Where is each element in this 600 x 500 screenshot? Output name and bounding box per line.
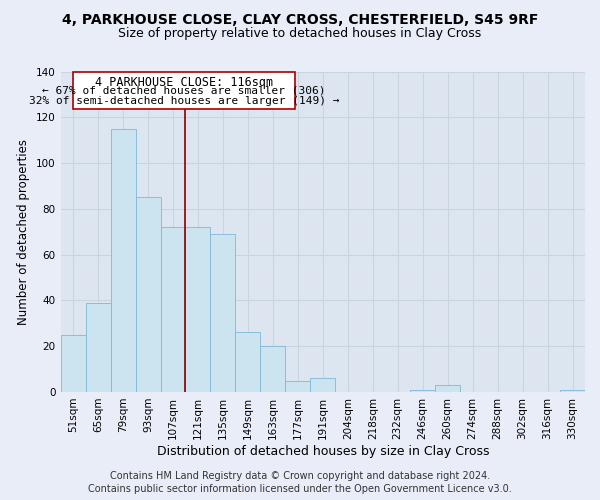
Text: ← 67% of detached houses are smaller (306): ← 67% of detached houses are smaller (30…: [43, 86, 326, 96]
Bar: [136, 198, 161, 392]
Bar: [161, 227, 185, 392]
X-axis label: Distribution of detached houses by size in Clay Cross: Distribution of detached houses by size …: [157, 444, 489, 458]
Bar: [560, 390, 585, 392]
Text: Size of property relative to detached houses in Clay Cross: Size of property relative to detached ho…: [118, 28, 482, 40]
Bar: [185, 227, 211, 392]
Bar: [435, 385, 460, 392]
Bar: [310, 378, 335, 392]
Bar: [235, 332, 260, 392]
Text: 4 PARKHOUSE CLOSE: 116sqm: 4 PARKHOUSE CLOSE: 116sqm: [95, 76, 274, 88]
Bar: [110, 128, 136, 392]
Bar: [86, 302, 110, 392]
Bar: [410, 390, 435, 392]
Y-axis label: Number of detached properties: Number of detached properties: [17, 138, 31, 324]
Text: Contains HM Land Registry data © Crown copyright and database right 2024.
Contai: Contains HM Land Registry data © Crown c…: [88, 471, 512, 494]
Text: 4, PARKHOUSE CLOSE, CLAY CROSS, CHESTERFIELD, S45 9RF: 4, PARKHOUSE CLOSE, CLAY CROSS, CHESTERF…: [62, 12, 538, 26]
FancyBboxPatch shape: [73, 72, 295, 110]
Bar: [286, 380, 310, 392]
Bar: [260, 346, 286, 392]
Bar: [61, 334, 86, 392]
Text: 32% of semi-detached houses are larger (149) →: 32% of semi-detached houses are larger (…: [29, 96, 340, 106]
Bar: [211, 234, 235, 392]
